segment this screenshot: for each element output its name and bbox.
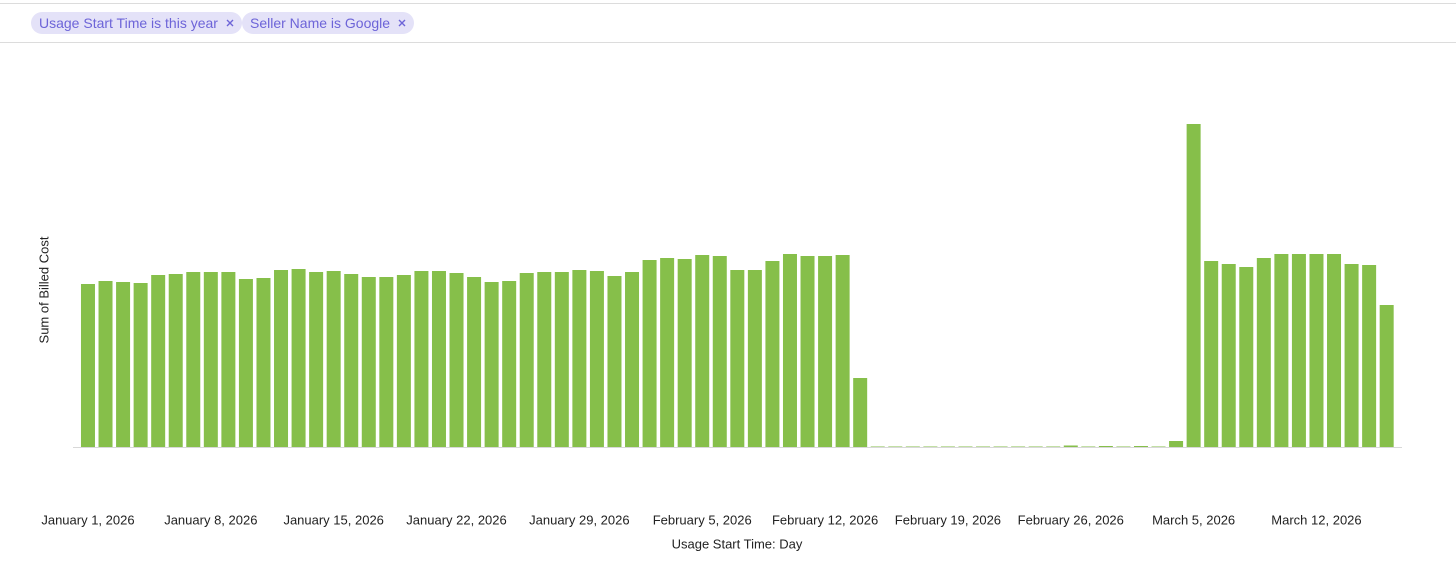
bar: [1344, 264, 1359, 447]
bar: [1151, 446, 1166, 447]
bar: [1309, 254, 1324, 447]
bar: [625, 272, 640, 447]
bar: [1362, 265, 1377, 447]
bar: [186, 272, 201, 447]
bar: [818, 256, 833, 447]
x-tick-label: January 1, 2026: [41, 512, 134, 527]
x-tick-label: February 5, 2026: [653, 512, 752, 527]
bar: [274, 270, 289, 447]
remove-icon[interactable]: [398, 19, 406, 27]
bar: [431, 271, 446, 447]
bar: [151, 275, 166, 447]
x-tick-label: February 26, 2026: [1018, 512, 1124, 527]
bar: [940, 446, 955, 447]
bar: [98, 281, 113, 447]
bar: [642, 260, 657, 447]
bar: [993, 446, 1008, 447]
filter-label: Seller Name is Google: [250, 15, 391, 31]
bar: [660, 258, 675, 447]
bar: [1379, 305, 1394, 447]
bar: [1256, 258, 1271, 447]
bar: [361, 277, 376, 447]
bar: [484, 282, 499, 447]
x-tick-label: January 22, 2026: [406, 512, 506, 527]
bar: [554, 272, 569, 447]
filter-label: Usage Start Time is this year: [39, 15, 218, 31]
bar: [203, 272, 218, 447]
bar: [1204, 261, 1219, 447]
bar: [502, 281, 517, 447]
bar: [695, 255, 710, 447]
bar: [291, 269, 306, 447]
bar: [589, 271, 604, 447]
bar: [765, 261, 780, 447]
filter-chip[interactable]: Seller Name is Google: [242, 12, 415, 34]
bar: [449, 273, 464, 447]
bar: [256, 278, 271, 447]
bar: [572, 270, 587, 447]
filter-bar: Usage Start Time is this year Seller Name…: [0, 3, 1456, 43]
bar: [379, 277, 394, 447]
bar: [800, 256, 815, 447]
bar: [344, 274, 359, 447]
bar: [1274, 254, 1289, 447]
y-axis-label: Sum of Billed Cost: [36, 236, 51, 343]
bar: [1291, 254, 1306, 447]
bar: [537, 272, 552, 447]
x-tick-label: March 12, 2026: [1271, 512, 1361, 527]
x-tick-label: March 5, 2026: [1152, 512, 1235, 527]
bar: [168, 274, 183, 447]
bar: [923, 446, 938, 447]
bar: [309, 272, 324, 447]
bar: [1046, 446, 1061, 447]
x-tick-label: February 19, 2026: [895, 512, 1001, 527]
bar: [1081, 446, 1096, 447]
x-tick-label: January 29, 2026: [529, 512, 629, 527]
bar: [870, 446, 885, 447]
bar: [712, 256, 727, 447]
bar: [1327, 254, 1342, 447]
bar: [326, 271, 341, 447]
remove-icon[interactable]: [226, 19, 234, 27]
bar: [1169, 441, 1184, 447]
bar: [747, 270, 762, 447]
bar: [835, 255, 850, 447]
bar: [1011, 446, 1026, 447]
bar: [607, 276, 622, 447]
bar: [976, 446, 991, 447]
x-tick-label: January 8, 2026: [164, 512, 257, 527]
bar: [519, 273, 534, 447]
x-tick-label: February 12, 2026: [772, 512, 878, 527]
bar: [1221, 264, 1236, 447]
bar: [1186, 124, 1201, 447]
bar: [221, 272, 236, 447]
filter-chip[interactable]: Usage Start Time is this year: [31, 12, 242, 34]
bar: [116, 282, 131, 447]
x-axis-label: Usage Start Time: Day: [672, 536, 803, 551]
bar: [1098, 446, 1113, 447]
bar: [1028, 446, 1043, 447]
bar: [1116, 446, 1131, 447]
bar: [396, 275, 411, 447]
bar: [1063, 445, 1078, 447]
bar: [414, 271, 429, 447]
bar: [677, 259, 692, 447]
bar: [467, 277, 482, 447]
bar: [133, 283, 148, 447]
bar: [1239, 267, 1254, 447]
bar: [1133, 446, 1148, 447]
bar: [80, 284, 95, 447]
bar: [782, 254, 797, 447]
bar: [905, 446, 920, 447]
bar: [888, 446, 903, 447]
bar: [730, 270, 745, 447]
bar: [853, 378, 868, 447]
x-tick-label: January 15, 2026: [283, 512, 383, 527]
bar: [958, 446, 973, 447]
bar: [238, 279, 253, 447]
